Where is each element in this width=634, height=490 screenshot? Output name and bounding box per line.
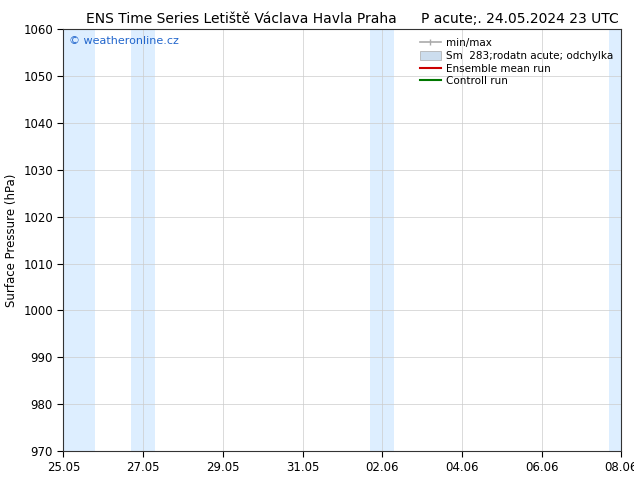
Text: © weatheronline.cz: © weatheronline.cz (69, 36, 179, 46)
Bar (131, 29, 155, 451)
Legend: min/max, Sm  283;rodatn acute; odchylka, Ensemble mean run, Controll run: min/max, Sm 283;rodatn acute; odchylka, … (417, 35, 616, 90)
Text: P acute;. 24.05.2024 23 UTC: P acute;. 24.05.2024 23 UTC (421, 12, 619, 26)
Bar (609, 29, 621, 451)
Y-axis label: Surface Pressure (hPa): Surface Pressure (hPa) (4, 173, 18, 307)
Bar (370, 29, 394, 451)
Text: ENS Time Series Letiště Václava Havla Praha: ENS Time Series Letiště Václava Havla Pr… (86, 12, 396, 26)
Bar (63, 29, 95, 451)
